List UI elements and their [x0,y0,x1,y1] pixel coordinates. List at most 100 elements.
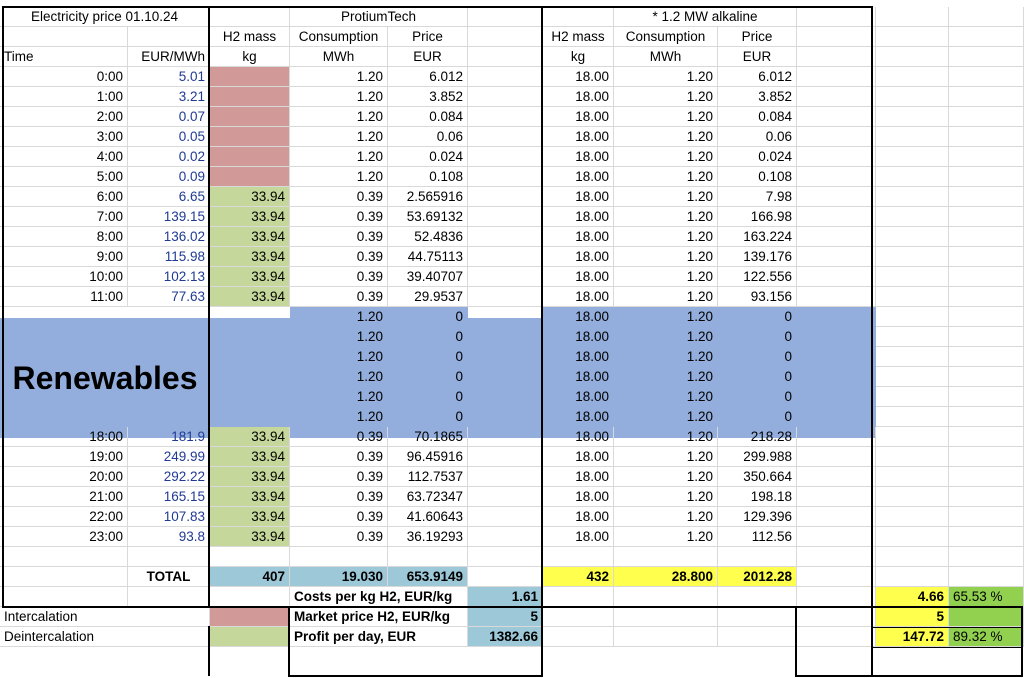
alk-consumption-cell[interactable]: 1.20 [614,227,718,247]
alk-price-cell[interactable]: 218.28 [718,427,797,447]
consumption-cell[interactable]: 1.20 [290,407,388,427]
price-cell[interactable]: 0.07 [128,107,210,127]
cell-empty[interactable] [949,547,1024,567]
cell-empty[interactable] [797,347,876,367]
consumption-cell[interactable]: 0.39 [290,427,388,447]
h2-mass-cell[interactable] [210,107,290,127]
time-cell[interactable]: 23:00 [0,527,128,547]
time-cell[interactable]: 20:00 [0,467,128,487]
alk-price-cell[interactable]: 93.156 [718,287,797,307]
cell-empty[interactable] [210,587,290,607]
time-cell[interactable]: 5:00 [0,167,128,187]
cell-empty[interactable] [797,567,876,587]
alk-consumption-cell[interactable]: 1.20 [614,247,718,267]
h2-mass-cell[interactable]: 33.94 [210,467,290,487]
alk-price-cell[interactable]: 166.98 [718,207,797,227]
summary-a-value[interactable]: 147.72 [876,627,949,647]
price-cell[interactable]: 0.02 [128,147,210,167]
time-cell[interactable]: 7:00 [0,207,128,227]
cell-empty[interactable] [949,367,1024,387]
cell-empty[interactable] [949,307,1024,327]
cell-empty[interactable] [797,407,876,427]
cell-empty[interactable] [718,627,797,647]
cell-empty[interactable] [949,527,1024,547]
cell-empty[interactable] [949,187,1024,207]
cell-empty[interactable] [0,27,128,47]
cell-empty[interactable] [876,227,949,247]
header-kg[interactable]: kg [210,47,290,67]
price-cell[interactable]: 292.22 [128,467,210,487]
alk-h2-cell[interactable]: 18.00 [543,447,614,467]
alk-consumption-cell[interactable]: 1.20 [614,427,718,447]
cell-empty[interactable] [543,7,614,27]
cell-empty[interactable] [949,207,1024,227]
protium-price-cell[interactable]: 0 [388,347,468,367]
protium-price-cell[interactable]: 0.024 [388,147,468,167]
alk-price-cell[interactable]: 0.06 [718,127,797,147]
cell-empty[interactable] [468,127,543,147]
header-a-eur[interactable]: EUR [718,47,797,67]
time-cell[interactable]: 0:00 [0,67,128,87]
summary-a-value[interactable]: 4.66 [876,587,949,607]
header-eur-mwh[interactable]: EUR/MWh [128,47,210,67]
summary-percent[interactable]: 89.32 % [949,627,1024,647]
h2-mass-cell[interactable] [210,127,290,147]
cell-empty[interactable] [468,107,543,127]
total-a-price[interactable]: 2012.28 [718,567,797,587]
cell-empty[interactable] [876,47,949,67]
cell-empty[interactable] [614,627,718,647]
cell-empty[interactable] [949,507,1024,527]
protium-price-cell[interactable]: 2.565916 [388,187,468,207]
cell-empty[interactable] [468,527,543,547]
alk-price-cell[interactable]: 0 [718,347,797,367]
cell-empty[interactable] [128,547,210,567]
cell-empty[interactable] [876,567,949,587]
cell-empty[interactable] [949,87,1024,107]
cell-empty[interactable] [468,167,543,187]
alk-consumption-cell[interactable]: 1.20 [614,207,718,227]
protium-price-cell[interactable]: 0 [388,367,468,387]
alk-consumption-cell[interactable]: 1.20 [614,107,718,127]
consumption-cell[interactable]: 1.20 [290,87,388,107]
protium-price-cell[interactable]: 63.72347 [388,487,468,507]
time-cell[interactable]: 1:00 [0,87,128,107]
cell-empty[interactable] [797,607,876,627]
alk-consumption-cell[interactable]: 1.20 [614,287,718,307]
cell-empty[interactable] [543,547,614,567]
cell-empty[interactable] [797,167,876,187]
h2-mass-cell[interactable]: 33.94 [210,427,290,447]
cell-empty[interactable] [543,607,614,627]
cell-empty[interactable] [797,467,876,487]
header-a-consumption[interactable]: Consumption [614,27,718,47]
h2-mass-cell[interactable]: 33.94 [210,207,290,227]
total-h2[interactable]: 407 [210,567,290,587]
cell-empty[interactable] [468,147,543,167]
consumption-cell[interactable]: 0.39 [290,227,388,247]
h2-mass-cell[interactable]: 33.94 [210,187,290,207]
consumption-cell[interactable]: 1.20 [290,387,388,407]
cell-empty[interactable] [876,27,949,47]
cell-empty[interactable] [949,467,1024,487]
protium-price-cell[interactable]: 36.19293 [388,527,468,547]
cell-empty[interactable] [718,607,797,627]
summary-percent[interactable]: 65.53 % [949,587,1024,607]
cell-empty[interactable] [949,67,1024,87]
alk-h2-cell[interactable]: 18.00 [543,387,614,407]
cell-empty[interactable] [797,387,876,407]
cell-empty[interactable] [468,287,543,307]
protium-price-cell[interactable]: 3.852 [388,87,468,107]
cell-empty[interactable] [614,547,718,567]
h2-mass-cell[interactable]: 33.94 [210,447,290,467]
legend-deintercalation-label[interactable]: Deintercalation [0,627,210,647]
alk-price-cell[interactable]: 0 [718,307,797,327]
time-cell[interactable]: 21:00 [0,487,128,507]
protium-price-cell[interactable]: 52.4836 [388,227,468,247]
cell-empty[interactable] [949,27,1024,47]
cell-empty[interactable] [468,47,543,67]
cell-empty[interactable] [543,627,614,647]
cell-empty[interactable] [797,327,876,347]
header-a-kg[interactable]: kg [543,47,614,67]
alk-price-cell[interactable]: 129.396 [718,507,797,527]
cell-empty[interactable] [876,387,949,407]
cell-empty[interactable] [876,367,949,387]
